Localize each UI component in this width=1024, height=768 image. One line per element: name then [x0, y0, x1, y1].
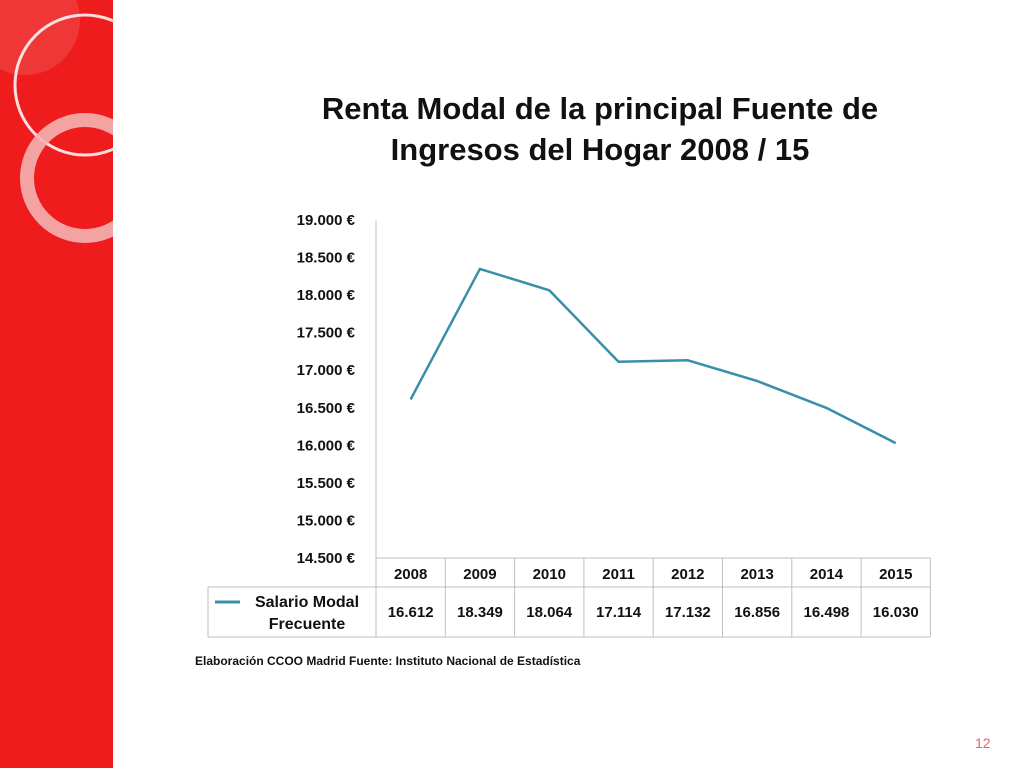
- x-category-label: 2011: [602, 566, 635, 583]
- title-line-1: Renta Modal de la principal Fuente de: [321, 91, 879, 126]
- table-value-cell: 16.856: [734, 604, 780, 621]
- x-category-label: 2015: [879, 566, 912, 583]
- decorative-circles: [0, 0, 113, 243]
- x-category-label: 2008: [394, 566, 427, 583]
- series-name-line-2: Frecuente: [269, 616, 346, 633]
- table-value-cell: 16.498: [804, 604, 850, 621]
- series-group: [409, 267, 897, 445]
- table-value-cell: 18.064: [526, 604, 573, 621]
- series-name-line-1: Salario Modal: [255, 594, 359, 611]
- y-tick-label: 19.000 €: [297, 212, 356, 229]
- table-value-cell: 17.132: [665, 604, 711, 621]
- table-value-cell: 17.114: [596, 604, 642, 621]
- data-table: 2008 2009 2010 2011 2012 2013 2014 2015 Salario …: [207, 557, 931, 638]
- x-category-label: 2012: [671, 566, 704, 583]
- side-band: [0, 0, 113, 768]
- y-tick-label: 15.000 €: [297, 512, 356, 529]
- y-tick-label: 16.500 €: [297, 400, 356, 417]
- table-value-cell: 16.030: [873, 604, 919, 621]
- x-category-label: 2013: [740, 566, 773, 583]
- page-number: 12: [975, 735, 991, 751]
- x-category-label: 2010: [533, 566, 566, 583]
- y-tick-label: 17.500 €: [297, 325, 356, 342]
- y-tick-label: 18.000 €: [297, 287, 356, 304]
- page-title: Renta Modal de la principal Fuente de In…: [230, 88, 970, 170]
- y-tick-label: 16.000 €: [297, 437, 356, 454]
- table-value-cell: 18.349: [457, 604, 503, 621]
- y-tick-label: 18.500 €: [297, 250, 356, 267]
- x-category-label: 2009: [463, 566, 496, 583]
- series-line-salario-modal: [409, 267, 897, 445]
- x-category-label: 2014: [810, 566, 844, 583]
- y-tick-label: 15.500 €: [297, 475, 356, 492]
- source-note: Elaboración CCOO Madrid Fuente: Institut…: [195, 654, 581, 668]
- y-tick-label: 17.000 €: [297, 362, 356, 379]
- y-axis: 19.000 € 18.500 € 18.000 € 17.500 € 17.000 €…: [297, 212, 377, 567]
- table-value-cell: 16.612: [388, 604, 434, 621]
- title-line-2: Ingresos del Hogar 2008 / 15: [390, 132, 810, 167]
- y-tick-label: 14.500 €: [297, 550, 356, 567]
